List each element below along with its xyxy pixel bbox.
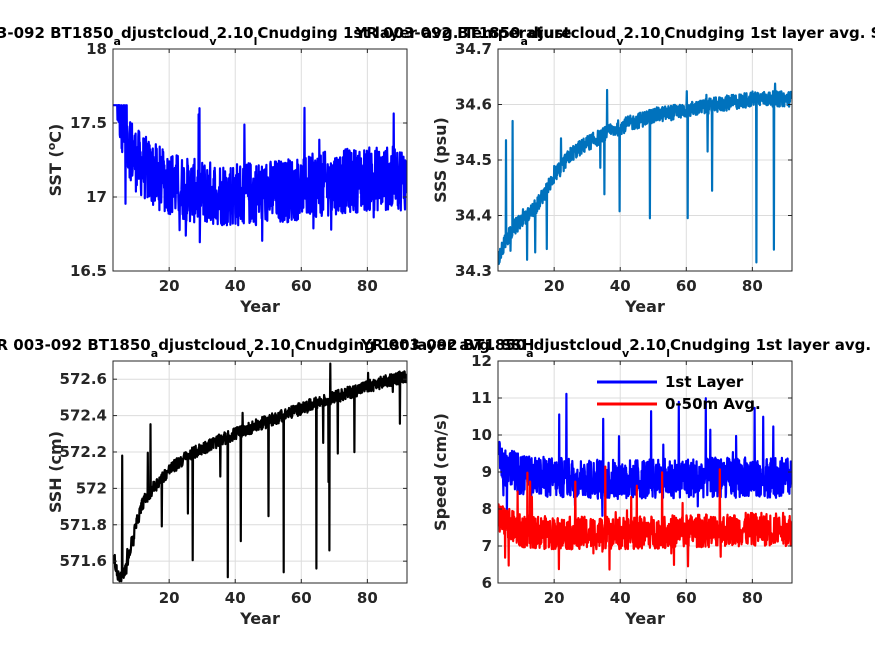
subplot-3: 20 40 60 80 571.6 571.8 572 572.2 572.4 572.6 Year…	[0, 336, 534, 628]
y-tick-label: 571.6	[60, 552, 107, 570]
series-line-1	[498, 82, 792, 266]
axes-frame	[112, 360, 408, 584]
subplot-title: YR 003-092 BT1850adjustcloudv2.10lCnudgi…	[0, 24, 572, 48]
subplot-2: 20 40 60 80 34.3 34.4 34.5 34.6 34.7 Year SSS (psu…	[354, 24, 875, 316]
x-tick-label: 60	[676, 589, 697, 607]
y-tick-label: 9	[482, 463, 492, 481]
y-tick-label: 17	[86, 188, 107, 206]
y-tick-label: 10	[471, 426, 492, 444]
y-tick-label: 572	[76, 479, 107, 497]
subplot-4: 20 40 60 80 6 7 8 9 10 11 12 Year Speed (cm/s) 1st La…	[360, 336, 875, 628]
y-axis-label: Speed (cm/s)	[431, 413, 450, 531]
x-tick-label: 20	[544, 589, 565, 607]
x-tick-label: 60	[676, 277, 697, 295]
y-tick-label: 8	[482, 500, 492, 518]
y-tick-label: 17.5	[70, 114, 107, 132]
subplot-title: YR 003-092 BT1850adjustcloudv2.10lCnudgi…	[354, 24, 875, 48]
y-axis-label: SST (oC)	[45, 124, 66, 197]
x-axis-label: Year	[624, 297, 665, 316]
y-tick-label: 12	[471, 352, 492, 370]
y-axis-label: SSS (psu)	[431, 117, 450, 203]
x-axis-label: Year	[624, 609, 665, 628]
subplot-title: YR 003-092 BT1850adjustcloudv2.10lCnudgi…	[0, 336, 534, 360]
x-tick-label: 60	[291, 589, 312, 607]
x-tick-label: 80	[357, 277, 378, 295]
series-line-1	[498, 392, 792, 522]
x-tick-label: 40	[225, 277, 246, 295]
legend-label-2: 0-50m Avg.	[665, 395, 761, 413]
y-tick-label: 18	[86, 40, 107, 58]
y-tick-label: 571.8	[60, 516, 107, 534]
y-tick-label: 34.7	[455, 40, 492, 58]
x-tick-label: 80	[742, 589, 763, 607]
x-axis-label: Year	[239, 609, 280, 628]
plot-area	[113, 361, 407, 583]
y-tick-label: 34.5	[455, 151, 492, 169]
axes-frame	[112, 48, 408, 272]
x-tick-label: 20	[544, 277, 565, 295]
y-axis-label: SSH (cm)	[46, 431, 65, 513]
y-tick-label: 6	[482, 574, 492, 592]
y-tick-label: 34.3	[455, 262, 492, 280]
y-tick-label: 572.2	[60, 443, 107, 461]
y-tick-label: 572.4	[60, 407, 107, 425]
series-line-1	[113, 362, 407, 583]
x-tick-label: 40	[610, 277, 631, 295]
y-tick-label: 572.6	[60, 370, 107, 388]
x-tick-label: 80	[357, 589, 378, 607]
x-tick-label: 60	[291, 277, 312, 295]
subplot-1: 20 40 60 80 16.5 17 17.5 18 Year SST (oC) YR 003-0…	[0, 24, 572, 316]
y-tick-label: 34.4	[455, 207, 492, 225]
y-tick-label: 11	[471, 389, 492, 407]
series-line-2	[498, 465, 792, 571]
x-axis-label: Year	[239, 297, 280, 316]
x-tick-label: 40	[225, 589, 246, 607]
y-tick-label: 16.5	[70, 262, 107, 280]
x-tick-label: 20	[159, 277, 180, 295]
subplot-title: YR 003-092 BT1850adjustcloudv2.10lCnudgi…	[360, 336, 875, 360]
x-tick-label: 20	[159, 589, 180, 607]
x-tick-label: 80	[742, 277, 763, 295]
x-tick-label: 40	[610, 589, 631, 607]
y-tick-label: 7	[482, 537, 492, 555]
series-line-1	[113, 104, 407, 244]
y-tick-label: 34.6	[455, 96, 492, 114]
legend-label-1: 1st Layer	[665, 373, 744, 391]
